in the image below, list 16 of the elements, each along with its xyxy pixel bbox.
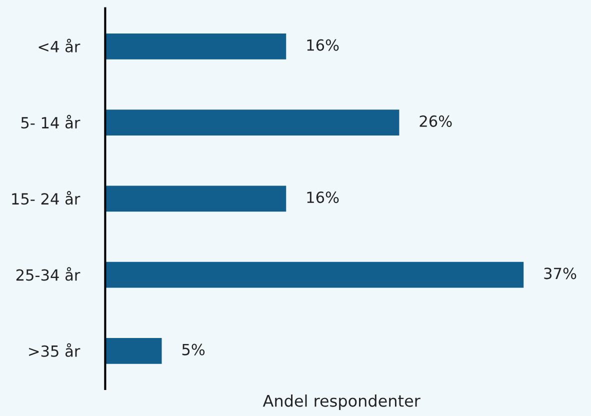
data-label: 5%: [182, 344, 205, 356]
y-tick-label: 5- 14 år: [21, 114, 80, 129]
y-tick-label: 15- 24 år: [12, 191, 80, 205]
data-label: 37%: [544, 268, 576, 280]
bar: [105, 186, 286, 212]
y-tick-label: <4 år: [38, 38, 80, 52]
x-axis-title: Andel respondenter: [262, 394, 420, 410]
data-label: 16%: [307, 192, 339, 204]
bar: [105, 262, 524, 288]
y-tick-label: >35 år: [29, 343, 80, 357]
bar: [105, 338, 162, 364]
data-label: 26%: [420, 115, 452, 127]
data-label: 16%: [307, 39, 339, 51]
bar: [105, 110, 400, 136]
bar: [105, 33, 286, 60]
y-tick-label: 25-34 år: [16, 267, 80, 281]
